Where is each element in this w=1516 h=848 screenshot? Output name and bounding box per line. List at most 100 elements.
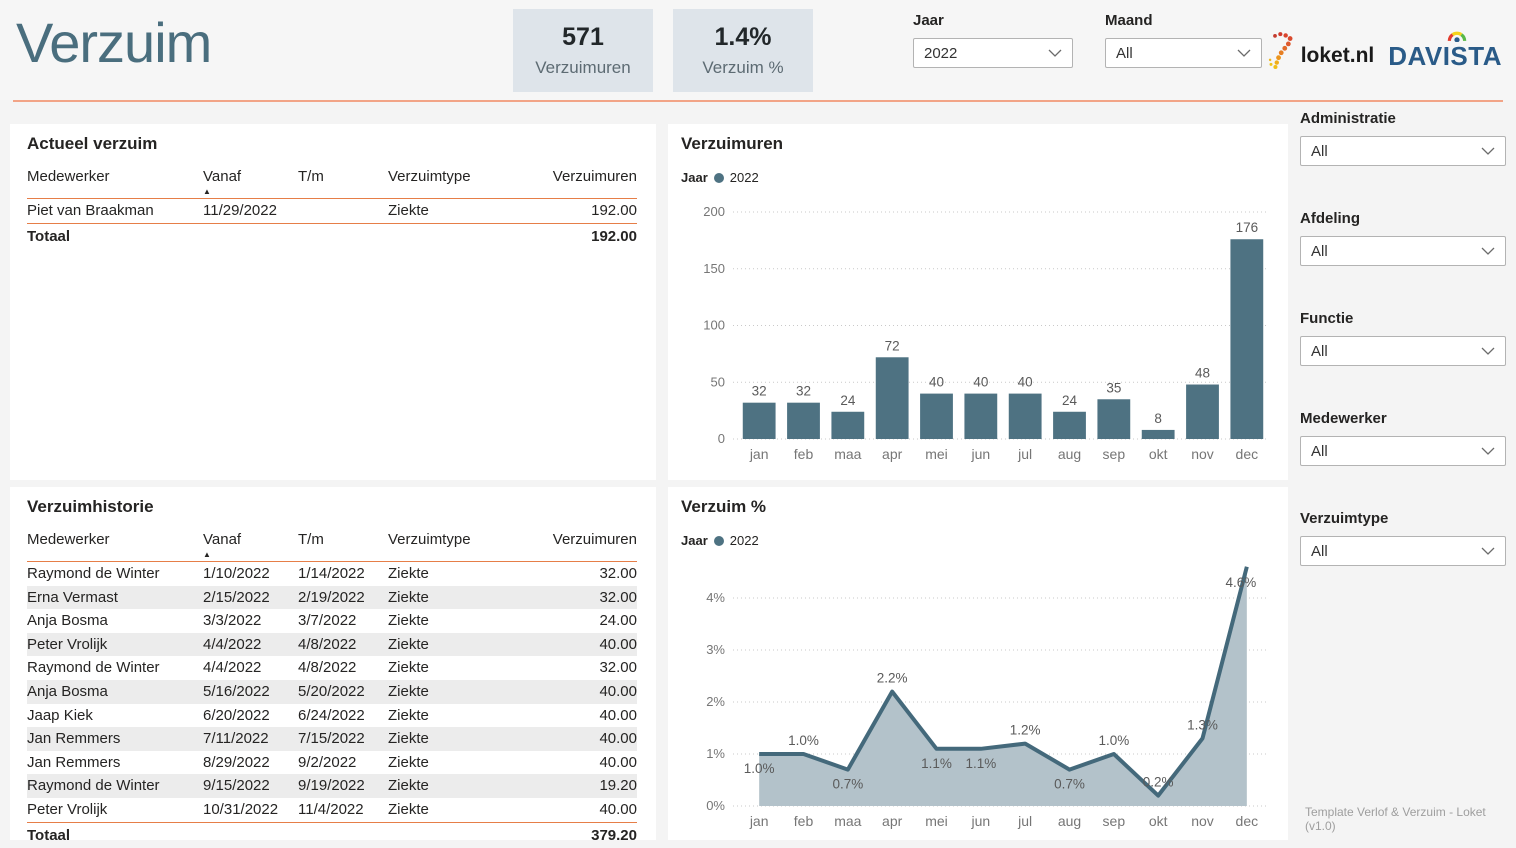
bar-mei[interactable] — [920, 393, 953, 439]
verzuimtype-dropdown[interactable]: All — [1300, 536, 1506, 566]
filter-maand-label: Maand — [1105, 12, 1153, 29]
table-cell: 9/19/2022 — [298, 777, 365, 795]
x-axis-label: maa — [834, 813, 861, 829]
medewerker-dropdown[interactable]: All — [1300, 436, 1506, 466]
table-row[interactable]: Peter Vrolijk 4/4/2022 4/8/2022 Ziekte 40.00 — [27, 632, 637, 657]
column-header[interactable]: Verzuimtype — [388, 168, 471, 185]
loket-logo: loket.nl — [1267, 28, 1374, 74]
maand-dropdown[interactable]: All — [1105, 38, 1262, 68]
verzuim-pct-area-chart[interactable]: 0% 1% 2% 3% 4% 1.0% jan 1.0% feb 0.7% maa 2.2% apr 1.… — [681, 550, 1281, 833]
column-header[interactable]: Vanaf ▲ — [203, 530, 298, 560]
table-cell: 1/14/2022 — [298, 565, 365, 582]
column-header[interactable]: Verzuimuren — [552, 531, 637, 548]
table-row[interactable]: Jan Remmers 7/11/2022 7/15/2022 Ziekte 40.00 — [27, 727, 637, 751]
sidebar-filter-verzuimtype: Verzuimtype All — [1300, 510, 1506, 566]
bar-aug[interactable] — [1053, 411, 1086, 439]
table-cell: 11/4/2022 — [298, 800, 364, 818]
table-cell: 19.20 — [599, 777, 637, 795]
table-row[interactable]: Raymond de Winter 1/10/2022 1/14/2022 Ziekt… — [27, 562, 637, 586]
bar-dec[interactable] — [1230, 239, 1264, 439]
bar-value-label: 24 — [1062, 393, 1078, 408]
table-row[interactable]: Jan Remmers 8/29/2022 9/2/2022 Ziekte 40.00 — [27, 751, 637, 775]
chevron-down-icon — [1237, 49, 1251, 57]
table-cell: Ziekte — [388, 800, 429, 818]
sort-ascending-icon: ▲ — [203, 550, 211, 559]
table-cell: 6/24/2022 — [298, 706, 365, 724]
bar-okt[interactable] — [1141, 429, 1175, 439]
table-cell: 7/11/2022 — [203, 730, 269, 748]
x-axis-label: jul — [1017, 813, 1032, 829]
y-axis-tick: 0 — [718, 431, 725, 446]
point-value-label: 2.2% — [877, 671, 908, 686]
functie-dropdown[interactable]: All — [1300, 336, 1506, 366]
table-cell: 32.00 — [599, 588, 637, 606]
bar-sep[interactable] — [1097, 399, 1131, 439]
table-cell: Ziekte — [388, 588, 429, 606]
sidebar-filter-administratie: Administratie All — [1300, 110, 1506, 166]
column-header[interactable]: Verzuimtype — [388, 531, 471, 548]
total-spacer — [388, 823, 538, 848]
bar-nov[interactable] — [1186, 384, 1219, 439]
verzuim-pct-legend: Jaar 2022 — [681, 533, 1288, 548]
bar-jun[interactable] — [964, 393, 998, 439]
table-row[interactable]: Erna Vermast 2/15/2022 2/19/2022 Ziekte 32.0… — [27, 585, 637, 610]
verzuimhistorie-card: Verzuimhistorie Medewerker Vanaf ▲ T/m Verzu… — [10, 487, 656, 844]
legend-title: Jaar — [681, 170, 708, 185]
bar-maa[interactable] — [831, 411, 865, 439]
table-cell: Ziekte — [388, 612, 429, 630]
table-total-row: Totaal 192.00 — [27, 222, 637, 249]
table-row[interactable]: Raymond de Winter 4/4/2022 4/8/2022 Ziekte 3… — [27, 656, 637, 680]
bar-value-label: 32 — [796, 384, 811, 399]
table-cell: Erna Vermast — [27, 588, 118, 606]
table-cell: 11/29/2022 — [203, 202, 277, 219]
dropdown-value: All — [1311, 542, 1328, 560]
column-header[interactable]: Vanaf ▲ — [203, 167, 298, 197]
bar-apr[interactable] — [875, 357, 909, 439]
y-axis-tick: 2% — [706, 694, 725, 709]
davista-logo-text: DAVISTA — [1388, 40, 1502, 71]
column-header[interactable]: Verzuimuren — [552, 168, 637, 185]
trend-line[interactable] — [759, 566, 1249, 798]
davista-logo: DAVISTA — [1388, 31, 1502, 72]
table-cell: 24.00 — [599, 612, 637, 630]
kpi-label: Verzuim % — [702, 58, 784, 77]
header-bar: Verzuim 571 Verzuimuren 1.4% Verzuim % J… — [0, 0, 1516, 100]
table-cell: 9/15/2022 — [203, 777, 270, 795]
x-axis-label: jan — [749, 446, 769, 462]
table-row[interactable]: Anja Bosma 5/16/2022 5/20/2022 Ziekte 40.00 — [27, 679, 637, 704]
filter-sidebar: Administratie All Afdeling All Functie All Med… — [1300, 110, 1506, 847]
verzuimuren-bar-chart[interactable]: 0 50 100 150 200 32 jan 32 feb 24 maa 72 apr 40 mei 40 j… — [681, 187, 1281, 469]
table-row[interactable]: Jaap Kiek 6/20/2022 6/24/2022 Ziekte 40.00 — [27, 704, 637, 728]
x-axis-label: apr — [882, 813, 903, 829]
chevron-down-icon — [1481, 447, 1495, 455]
column-header[interactable]: T/m — [298, 168, 324, 185]
table-cell: 10/31/2022 — [203, 800, 279, 818]
bar-value-label: 8 — [1154, 411, 1162, 426]
point-value-label: 0.7% — [1054, 777, 1085, 792]
dropdown-value: All — [1311, 242, 1328, 260]
x-axis-label: jul — [1017, 446, 1032, 462]
bar-feb[interactable] — [787, 402, 820, 439]
administratie-dropdown[interactable]: All — [1300, 136, 1506, 166]
table-row[interactable]: Peter Vrolijk 10/31/2022 11/4/2022 Ziekte 40… — [27, 798, 637, 822]
jaar-dropdown[interactable]: 2022 — [913, 38, 1073, 68]
bar-jan[interactable] — [742, 402, 776, 439]
total-spacer — [298, 224, 388, 249]
table-row[interactable]: Raymond de Winter 9/15/2022 9/19/2022 Ziekt… — [27, 774, 637, 798]
column-header[interactable]: T/m — [298, 531, 324, 548]
y-axis-tick: 50 — [711, 374, 725, 389]
y-axis-tick: 100 — [703, 318, 725, 333]
table-row[interactable]: Anja Bosma 3/3/2022 3/7/2022 Ziekte 24.00 — [27, 609, 637, 633]
legend-dot-icon — [713, 172, 724, 183]
afdeling-dropdown[interactable]: All — [1300, 236, 1506, 266]
column-header[interactable]: Medewerker — [27, 168, 110, 185]
column-header[interactable]: Medewerker — [27, 531, 110, 548]
x-axis-label: okt — [1149, 446, 1168, 462]
table-row[interactable]: Piet van Braakman 11/29/2022 Ziekte 192.00 — [27, 199, 637, 223]
filter-maand: Maand All — [1105, 12, 1262, 68]
bar-value-label: 72 — [885, 338, 900, 353]
y-axis-tick: 1% — [706, 746, 725, 761]
bar-jul[interactable] — [1008, 393, 1042, 439]
total-spacer — [388, 224, 538, 249]
jaar-dropdown-value: 2022 — [924, 44, 958, 62]
